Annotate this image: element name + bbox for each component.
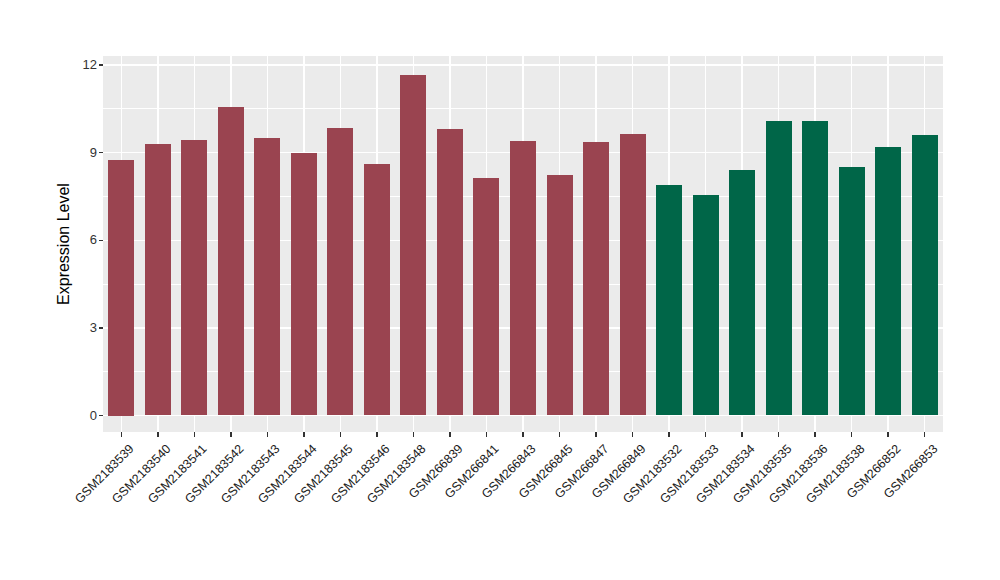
bar — [656, 185, 682, 416]
bar — [181, 140, 207, 416]
y-tick-mark — [99, 240, 104, 242]
bar — [218, 107, 244, 415]
bar — [547, 175, 573, 416]
bar — [400, 75, 426, 415]
x-tick-mark — [303, 432, 305, 437]
y-tick-mark — [99, 327, 104, 329]
y-tick-mark — [99, 152, 104, 154]
bar — [693, 195, 719, 415]
bar — [802, 121, 828, 416]
bar — [729, 170, 755, 415]
x-tick-mark — [778, 432, 780, 437]
x-tick-mark — [340, 432, 342, 437]
bar — [912, 135, 938, 415]
x-tick-mark — [486, 432, 488, 437]
x-tick-mark — [230, 432, 232, 437]
x-tick-mark — [413, 432, 415, 437]
x-tick-mark — [121, 432, 123, 437]
x-tick-mark — [887, 432, 889, 437]
x-tick-mark — [668, 432, 670, 437]
x-tick-mark — [814, 432, 816, 437]
bar — [437, 129, 463, 415]
y-tick-label: 9 — [65, 145, 97, 161]
x-tick-mark — [449, 432, 451, 437]
x-tick-mark — [157, 432, 159, 437]
y-tick-label: 3 — [65, 320, 97, 336]
bar — [291, 153, 317, 416]
x-tick-mark — [194, 432, 196, 437]
plot-panel — [103, 56, 943, 432]
x-tick-mark — [924, 432, 926, 437]
bar — [875, 147, 901, 416]
x-tick-mark — [632, 432, 634, 437]
x-tick-mark — [267, 432, 269, 437]
bar — [510, 141, 536, 415]
x-tick-mark — [851, 432, 853, 437]
bar — [620, 134, 646, 416]
bar — [364, 164, 390, 415]
bar — [766, 121, 792, 416]
y-tick-mark — [99, 415, 104, 417]
y-tick-label: 0 — [65, 408, 97, 424]
x-tick-mark — [705, 432, 707, 437]
y-tick-mark — [99, 64, 104, 66]
bar — [473, 178, 499, 416]
x-tick-mark — [559, 432, 561, 437]
bar — [583, 142, 609, 415]
x-tick-mark — [522, 432, 524, 437]
bar — [254, 138, 280, 415]
bar — [145, 144, 171, 416]
x-tick-mark — [376, 432, 378, 437]
bar — [108, 160, 134, 416]
y-tick-label: 6 — [65, 232, 97, 248]
x-tick-mark — [741, 432, 743, 437]
y-tick-label: 12 — [65, 57, 97, 73]
expression-bar-chart: Expression Level 036912 GSM2183539GSM218… — [0, 0, 1000, 580]
bar — [839, 167, 865, 415]
bar — [327, 128, 353, 416]
x-tick-mark — [595, 432, 597, 437]
